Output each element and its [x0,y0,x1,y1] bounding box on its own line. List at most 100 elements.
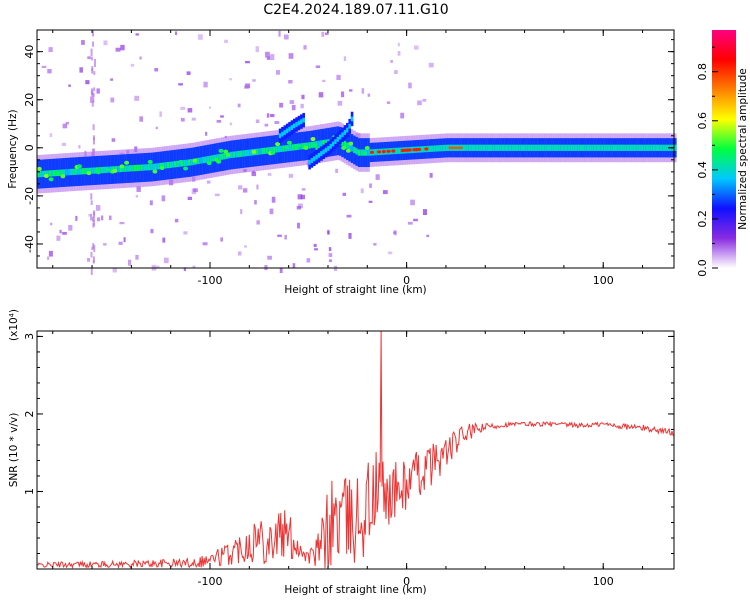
spectrogram-band-core [520,144,524,151]
snr-ticks: -100 0 100 1 2 3 [23,331,674,588]
spectrogram-noise-patch [256,184,259,190]
spectrogram-noise-patch [255,46,259,53]
spectrogram-blob [345,148,351,153]
spectrogram-band-core [518,144,521,151]
spectrogram-band-core [124,165,127,172]
spectrogram-noise-patch [208,106,212,109]
spectrogram-band-core [560,144,564,151]
spectrogram-band-core [430,145,434,152]
spectrogram-noise-patch [321,31,325,37]
spectrogram-noise-patch [244,245,247,248]
spectrogram-band-core [605,144,609,151]
spectrogram-band-core [317,140,321,147]
spectrogram-noise-patch [41,65,47,69]
spectrogram-noise-patch [155,126,158,130]
spectrogram-band-core [171,161,175,168]
spectrogram-noise-patch [251,171,257,177]
spectrogram-xlabel: Height of straight line (km) [284,284,426,296]
spectrogram-band-core [261,148,264,155]
spectrogram-noise-patch [68,224,73,231]
spectrogram-noise-patch [297,203,303,209]
spectrogram-noise-patch [206,180,211,184]
spectrogram-band-core [527,144,531,151]
spectrogram-band-core [506,144,510,151]
spectrogram-noise-patch [78,145,81,149]
spectrogram-streak-cell [92,256,95,263]
spectrogram-blob [192,158,198,163]
spectrogram-band-core [176,160,179,168]
spectrogram-band-core [508,144,512,151]
spectrogram-blob [152,169,158,174]
spectrogram-noise-patch [139,116,144,122]
figure-title: C2E4.2024.189.07.11.G10 [263,2,448,18]
spectrogram-band-core [103,166,106,174]
spectrogram-streak-cell [93,71,96,75]
spectrogram-band-core [438,145,441,152]
spectrogram-blob [43,173,49,178]
spectrogram-noise-patch [130,63,135,67]
spectrogram-band-core [579,144,583,151]
spectrogram-band-core [593,144,597,151]
snr-y-tick-label: 1 [23,488,36,495]
spectrogram-noise-patch [315,65,321,69]
spectrogram-noise-patch [139,56,142,60]
spectrogram-noise-patch [337,100,343,106]
spectrogram-blob [225,153,231,158]
spectrogram-noise-patch [270,114,275,118]
spectrogram-band-core [591,144,595,151]
spectrogram-band-core [489,144,493,151]
spectrogram-noise-patch [314,248,318,251]
spectrogram-x-tick-label: 0 [403,274,410,287]
spectrogram-noise-patch [329,253,332,258]
spectrogram-band-core [310,141,314,149]
spectrogram-noise-patch [297,222,301,229]
spectrogram-streak-cell [90,48,93,57]
spectrogram-noise-patch [97,217,101,222]
spectrogram-band-core [221,153,224,160]
spectrogram-band-core [440,145,444,152]
spectrogram-noise-patch [328,259,332,262]
spectrogram-noise-patch [75,215,78,221]
spectrogram-band-core [239,150,243,157]
spectrogram-band-core [322,139,326,147]
spectrogram-noise-patch [422,99,427,102]
spectrogram-noise-patch [271,196,276,203]
spectrogram-band-core [570,144,573,151]
spectrogram-band-core [355,148,359,155]
spectrogram-blob [223,149,229,154]
spectrogram-band-core [626,144,630,151]
spectrogram-noise-patch [109,215,112,220]
spectrogram-band-core [169,161,172,168]
snr-frame [36,330,675,570]
spectrogram-noise-patch [336,74,341,80]
spectrogram-blob [183,166,189,171]
spectrogram-noise-patch [275,70,280,75]
spectrogram-band-core [539,144,543,151]
spectrogram-noise-patch [301,188,306,191]
spectrogram-band-core [291,144,295,151]
spectrogram-noise-patch [375,174,380,180]
spectrogram-blob [251,149,257,154]
spectrogram-noise-patch [266,56,271,60]
spectrogram-band-core [548,144,552,151]
snr-marks [36,330,674,570]
spectrogram-noise-patch [264,123,269,127]
spectrogram-noise-patch [216,119,222,123]
spectrogram-blob [48,177,54,182]
spectrogram-band-core [652,144,656,151]
spectrogram-band-core [473,144,477,151]
spectrogram-blob [60,174,66,179]
spectrogram-noise-patch [47,68,52,74]
spectrogram-branch-core [331,141,335,147]
spectrogram-noise-patch [288,79,293,84]
spectrogram-band-core [70,168,73,176]
spectrogram-noise-patch [288,173,294,178]
spectrogram-noise-patch [88,214,91,217]
spectrogram-band-core [277,146,281,153]
spectrogram-blob [119,164,125,169]
spectrogram-noise-patch [187,108,193,113]
spectrogram-band-core [442,144,446,152]
spectrogram-band-core [659,144,663,151]
spectrogram-band-core [190,159,193,166]
spectrogram-branch-core [281,131,284,137]
